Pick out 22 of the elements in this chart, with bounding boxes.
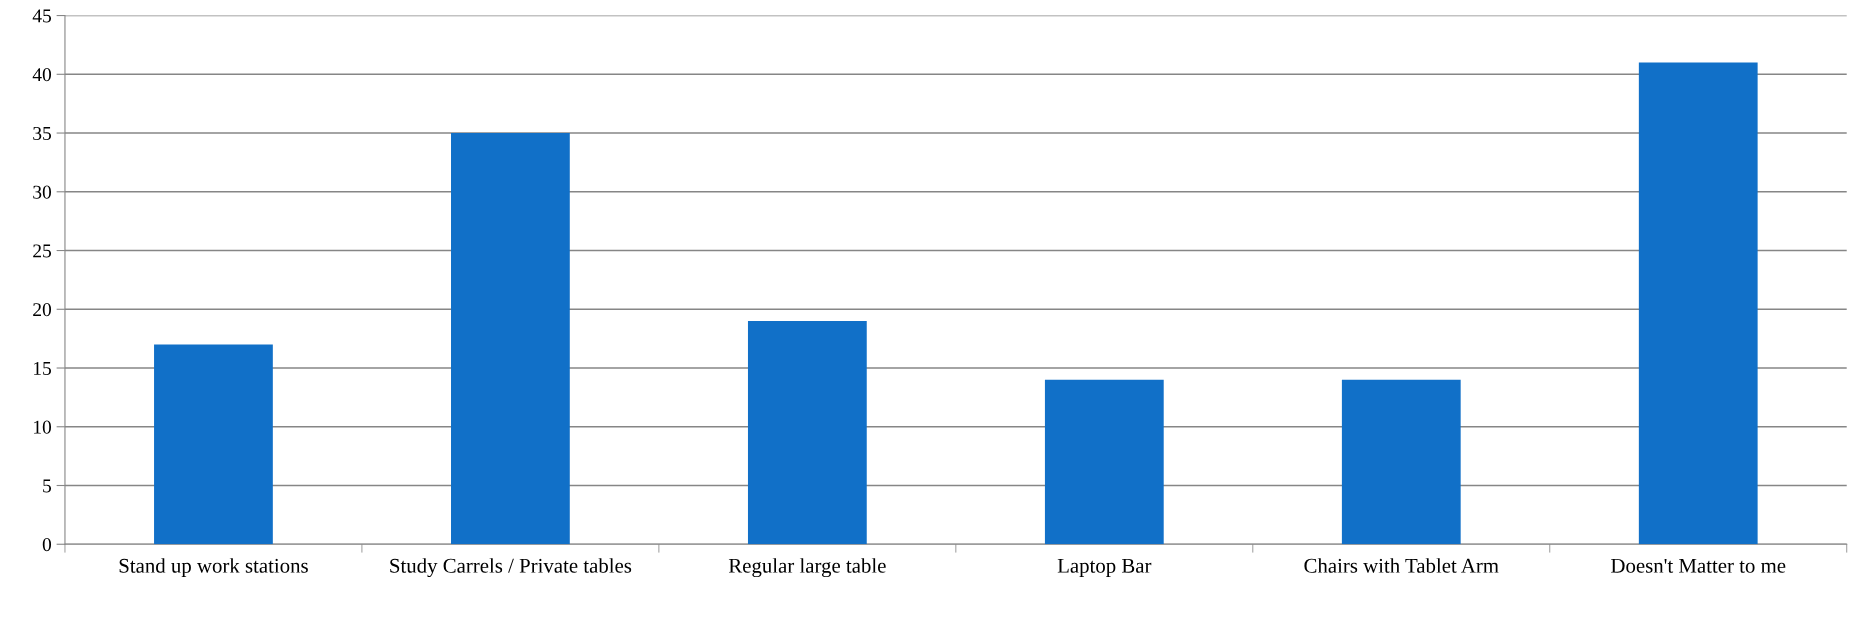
x-tick-label: Regular large table xyxy=(728,558,886,578)
bar xyxy=(747,321,867,545)
y-tick-label: 5 xyxy=(43,479,52,493)
bar xyxy=(451,133,570,545)
bar xyxy=(1638,62,1758,545)
x-tick-label: Chairs with Tablet Arm xyxy=(1304,558,1499,573)
x-tick-label: Laptop Bar xyxy=(1057,558,1152,578)
x-tick-label: Doesn't Matter to me xyxy=(1611,558,1786,573)
y-tick-label: 0 xyxy=(42,538,52,552)
y-tick-label: 30 xyxy=(33,185,52,199)
y-tick-label: 10 xyxy=(34,420,52,434)
bar xyxy=(1341,379,1461,545)
y-tick-label: 45 xyxy=(32,9,52,23)
x-tick-label: Stand up work stations xyxy=(119,558,308,578)
y-tick-label: 20 xyxy=(33,303,52,317)
bar xyxy=(1044,379,1164,545)
y-tick-label: 25 xyxy=(33,244,52,258)
y-tick-label: 35 xyxy=(33,126,52,140)
x-tick-label: Study Carrels / Private tables xyxy=(390,558,632,578)
y-tick-label: 15 xyxy=(34,361,52,375)
y-tick-label: 40 xyxy=(32,68,52,82)
bar xyxy=(154,344,273,545)
